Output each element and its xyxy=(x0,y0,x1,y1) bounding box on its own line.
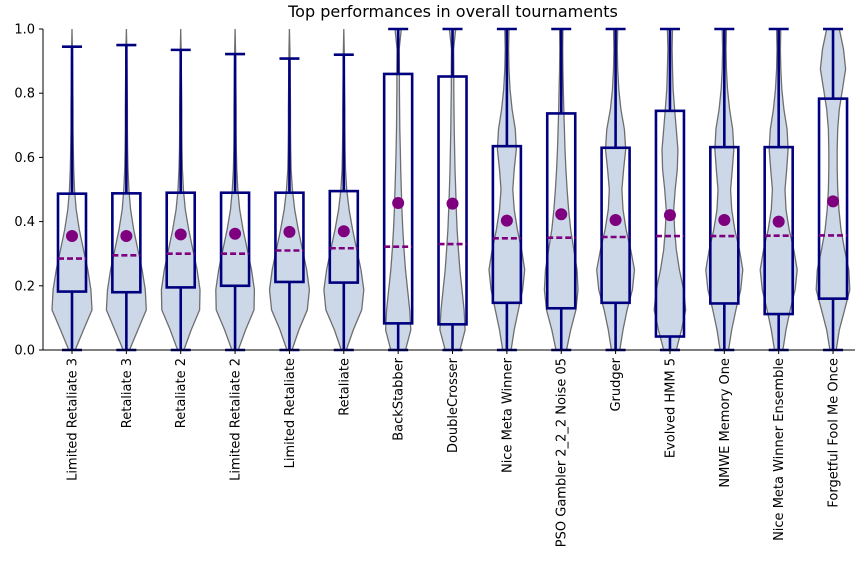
y-axis-ticks: 0.0 0.2 0.4 0.6 0.8 1.0 xyxy=(14,23,43,359)
mean-marker xyxy=(609,213,622,226)
x-tick-label: Retaliate xyxy=(337,358,352,416)
y-tick-label: 0.0 xyxy=(14,344,35,359)
box xyxy=(817,97,849,300)
box xyxy=(219,191,251,288)
box xyxy=(600,146,631,305)
axes xyxy=(42,29,855,351)
x-tick-label: Nice Meta Winner Ensemble xyxy=(772,358,787,541)
mean-marker xyxy=(337,225,350,238)
mean-marker xyxy=(827,195,840,208)
x-axis-ticks: Limited Retaliate 3 Retaliate 3 Retaliate … xyxy=(66,350,842,547)
mean-marker xyxy=(718,213,731,226)
y-tick-label: 0.4 xyxy=(14,215,35,230)
x-tick-label: DoubleCrosser xyxy=(446,357,461,453)
box xyxy=(491,144,523,305)
mean-marker xyxy=(500,214,513,227)
box xyxy=(111,192,142,294)
box xyxy=(763,145,794,316)
x-tick-label: Nice Meta Winner xyxy=(500,357,515,473)
x-tick-label: Limited Retaliate 2 xyxy=(229,358,244,481)
mean-marker xyxy=(392,196,405,209)
x-tick-label: Evolved HMM 5 xyxy=(663,358,678,458)
y-tick-label: 0.8 xyxy=(14,87,35,102)
x-tick-label: Forgetful Fool Me Once xyxy=(827,358,842,508)
box xyxy=(328,189,360,284)
mean-marker xyxy=(120,230,133,243)
box xyxy=(437,75,468,326)
mean-marker xyxy=(283,225,296,238)
box xyxy=(165,191,197,289)
box xyxy=(56,192,88,293)
x-tick-label: Retaliate 2 xyxy=(174,358,189,428)
chart-title: Top performances in overall tournaments xyxy=(287,2,618,21)
x-tick-label: Retaliate 3 xyxy=(120,358,135,428)
x-tick-label: Limited Retaliate xyxy=(283,358,298,468)
mean-marker xyxy=(174,228,187,241)
mean-marker xyxy=(446,197,459,210)
x-tick-label: PSO Gambler 2_2_2 Noise 05 xyxy=(555,358,570,547)
x-tick-label: Grudger xyxy=(609,357,624,411)
mean-marker xyxy=(663,209,676,222)
x-tick-label: NMWE Memory One xyxy=(718,358,733,488)
mean-marker xyxy=(772,215,785,228)
x-tick-label: BackStabber xyxy=(392,357,407,440)
box xyxy=(545,112,577,310)
y-tick-label: 1.0 xyxy=(14,23,35,38)
violin xyxy=(384,28,412,351)
mean-marker xyxy=(66,230,78,243)
y-tick-label: 0.6 xyxy=(14,151,35,166)
y-tick-label: 0.2 xyxy=(14,279,35,294)
box xyxy=(654,109,686,338)
box xyxy=(709,145,740,305)
box xyxy=(382,72,414,325)
box xyxy=(274,191,305,284)
mean-marker xyxy=(555,208,568,221)
x-tick-label: Limited Retaliate 3 xyxy=(66,358,81,481)
mean-marker xyxy=(229,227,242,240)
